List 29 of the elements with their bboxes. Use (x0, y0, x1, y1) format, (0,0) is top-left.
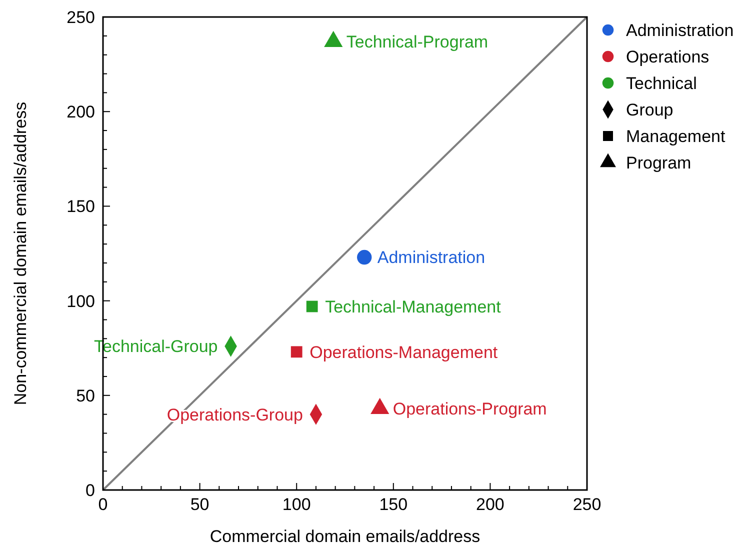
x-tick-label: 50 (190, 495, 210, 514)
y-tick-label: 200 (66, 102, 95, 122)
y-tick-label: 250 (66, 8, 95, 27)
legend-label: Management (626, 126, 726, 146)
legend-label: Administration (626, 20, 734, 40)
point (324, 30, 343, 47)
series-label: Administration (377, 248, 486, 268)
legend-label: Operations (626, 47, 710, 66)
x-tick-label: 0 (98, 495, 108, 514)
y-tick-label: 0 (86, 480, 95, 500)
y-tick-label: 100 (66, 292, 95, 311)
y-axis-title: Non-commercial domain emails/address (11, 102, 30, 406)
series-label: Operations-Program (392, 400, 547, 419)
point (357, 250, 372, 265)
point (306, 300, 318, 312)
y-tick-label: 50 (76, 386, 95, 406)
series-label: Technical-Program (346, 32, 488, 52)
y-tick-label: 150 (66, 197, 95, 216)
series-label: Technical-Management (325, 297, 502, 316)
legend-label: Program (626, 153, 692, 172)
x-tick-label: 150 (379, 495, 408, 514)
x-axis-title: Commercial domain emails/address (210, 527, 480, 546)
point (290, 346, 302, 358)
x-tick-label: 200 (476, 495, 504, 514)
legend-label: Technical (626, 74, 697, 93)
series-label: Operations-Management (310, 342, 498, 362)
x-tick-label: 100 (282, 495, 311, 514)
x-tick-label: 250 (572, 495, 602, 514)
legend-label: Group (626, 100, 674, 120)
